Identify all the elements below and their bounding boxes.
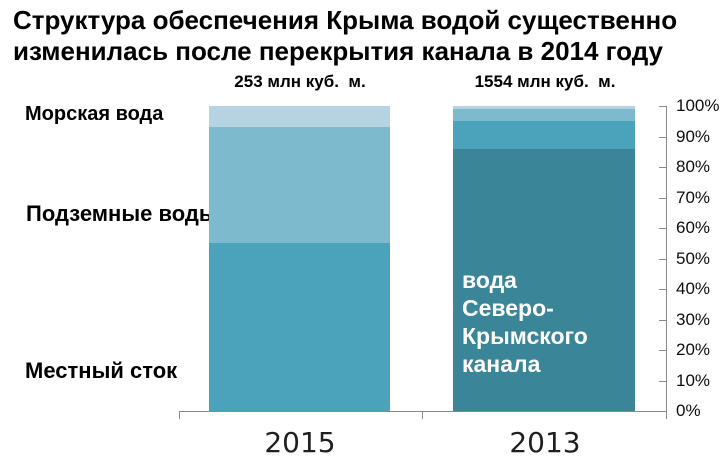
x-axis-line (179, 411, 667, 412)
bar-segment (453, 148, 635, 411)
bar-total-label-2015: 253 млн куб. м. (234, 72, 366, 91)
y-axis-tick-label: 10% (676, 370, 711, 390)
y-axis-tick-label: 30% (676, 309, 711, 329)
bar-segment (209, 243, 390, 411)
y-axis-tick-label: 80% (676, 157, 711, 176)
y-axis-tick (659, 197, 666, 199)
y-axis-tick (659, 319, 666, 321)
y-axis-tick (659, 106, 666, 107)
y-axis-tick-label: 90% (676, 126, 711, 146)
y-axis-tick (659, 228, 666, 229)
y-axis-tick-label: 20% (676, 340, 711, 359)
y-axis-tick (659, 411, 666, 412)
x-axis-tick (179, 411, 180, 419)
y-axis-tick (659, 350, 666, 351)
y-axis-tick (659, 380, 666, 382)
x-category-label-2015: 2015 (264, 426, 336, 459)
y-axis-tick (659, 136, 666, 138)
bar-segment (453, 121, 635, 149)
y-axis-tick-label: 0% (676, 401, 701, 420)
x-axis-tick (666, 411, 667, 419)
bar-segment (209, 127, 390, 244)
y-axis-tick-label: 70% (676, 187, 711, 207)
y-axis-tick-label: 40% (676, 279, 711, 298)
bar-segment (453, 106, 635, 110)
bar-total-label-2013: 1554 млн куб. м. (474, 72, 616, 91)
x-category-label-2013: 2013 (509, 426, 581, 459)
y-axis-tick-label: 100% (676, 96, 720, 115)
y-axis-tick (659, 167, 666, 168)
bar-2015 (209, 106, 390, 411)
series-label-ground-water: Подземные воды (26, 201, 218, 226)
y-axis-line (666, 106, 667, 412)
y-axis-tick-label: 50% (676, 248, 711, 268)
x-axis-tick (422, 411, 423, 419)
series-label-sea-water: Морская вода (25, 103, 164, 125)
chart-title: Структура обеспечения Крыма водой сущест… (13, 5, 678, 66)
bar-2013 (453, 106, 635, 411)
canal-segment-label: вода Северо- Крымского канала (462, 267, 588, 377)
y-axis-tick (659, 289, 666, 290)
y-axis-tick-label: 60% (676, 218, 711, 237)
bar-segment (209, 106, 390, 128)
y-axis-tick (659, 258, 666, 260)
bar-segment (453, 109, 635, 122)
series-label-local-runoff: Местный сток (25, 358, 178, 383)
